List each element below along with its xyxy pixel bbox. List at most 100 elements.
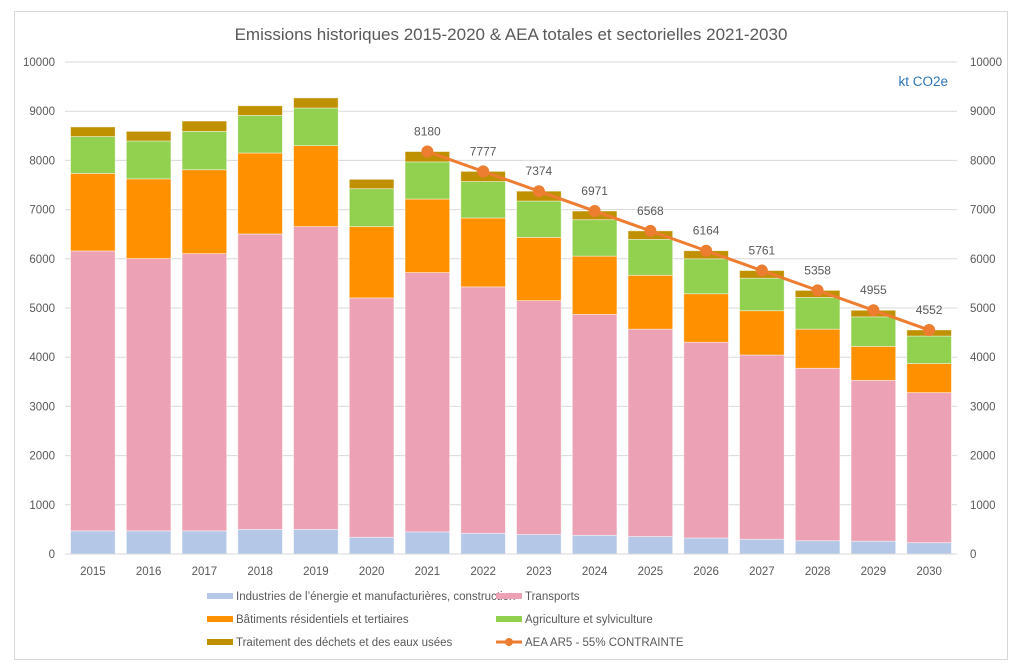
x-tick-label: 2026 <box>693 566 719 578</box>
data-label: 6568 <box>637 204 664 218</box>
bar-segment <box>460 286 506 534</box>
y-tick-label-left: 10000 <box>23 57 55 69</box>
line-series: 8180 7777 7374 6971 6568 6164 5761 5358 4955 4552 <box>414 125 943 337</box>
legend-label: AEA AR5 - 55% CONTRAINTE <box>525 637 684 649</box>
bar-segment <box>571 255 618 315</box>
bar-segment <box>293 145 339 227</box>
y-tick-label-right: 8000 <box>970 155 996 167</box>
bar-segment <box>794 367 841 542</box>
x-tick-label: 2015 <box>80 566 106 578</box>
bar-segment <box>906 335 952 364</box>
line-marker <box>421 145 434 158</box>
bar-segment <box>70 530 116 555</box>
bar-stack-2027 <box>739 270 785 555</box>
bar-segment <box>739 354 785 540</box>
bars <box>70 97 952 555</box>
bar-segment <box>237 233 283 530</box>
bar-stack-2015 <box>70 126 116 555</box>
legend-item: Traitement des déchets et des eaux usées <box>207 637 453 649</box>
bar-segment <box>516 534 562 555</box>
x-tick-label: 2027 <box>749 566 775 578</box>
x-tick-label: 2025 <box>638 566 664 578</box>
y-tick-label-left: 4000 <box>29 352 55 364</box>
y-tick-label-left: 3000 <box>29 401 55 413</box>
bar-stack-2018 <box>237 105 283 555</box>
x-tick-label: 2018 <box>247 566 273 578</box>
bar-stack-2029 <box>850 309 897 555</box>
bar-segment <box>516 200 562 238</box>
bar-segment <box>683 293 729 343</box>
y-tick-label-right: 0 <box>970 549 976 561</box>
bar-stack-2023 <box>516 190 562 555</box>
data-label: 6971 <box>581 184 608 198</box>
bar-segment <box>348 178 395 190</box>
x-tick-label: 2021 <box>415 566 441 578</box>
bar-stack-2025 <box>627 230 674 555</box>
bar-segment <box>850 345 897 381</box>
data-label: 4552 <box>916 303 943 317</box>
y-tick-label-right: 6000 <box>970 254 996 266</box>
bar-segment <box>571 219 618 257</box>
bar-segment <box>181 130 228 171</box>
bar-segment <box>293 226 339 530</box>
y-tick-label-right: 10000 <box>970 57 1002 69</box>
x-tick-label: 2016 <box>136 566 162 578</box>
bar-stack-2016 <box>125 130 172 555</box>
y-tick-label-left: 6000 <box>29 254 55 266</box>
y-axis-left: 0 1000 2000 3000 4000 5000 6000 7000 8000 9000 100… <box>23 57 55 561</box>
y-tick-label-right: 4000 <box>970 352 996 364</box>
bar-segment <box>181 253 228 532</box>
bar-stack-2019 <box>293 97 339 555</box>
bar-segment <box>683 258 729 295</box>
legend-item: Transports <box>496 591 580 603</box>
bar-segment <box>739 310 785 356</box>
line-marker <box>700 244 713 257</box>
legend-label: Transports <box>525 591 580 603</box>
y-tick-label-left: 2000 <box>29 451 55 463</box>
bar-segment <box>627 238 674 276</box>
x-tick-label: 2030 <box>916 566 942 578</box>
bar-segment <box>237 152 283 235</box>
bar-segment <box>460 532 506 555</box>
data-label: 4955 <box>860 283 887 297</box>
legend-swatch <box>207 616 233 622</box>
bar-segment <box>348 188 395 227</box>
y-axis-right: 0 1000 2000 3000 4000 5000 6000 7000 8000 9000 100… <box>970 57 1002 561</box>
data-label: 5761 <box>749 244 776 258</box>
bar-segment <box>906 363 952 394</box>
legend-marker <box>505 638 513 646</box>
legend-item: Industries de l’énergie et manufacturièr… <box>207 591 515 603</box>
x-tick-label: 2028 <box>805 566 831 578</box>
legend-item: AEA AR5 - 55% CONTRAINTE <box>496 637 684 649</box>
legend-label: Agriculture et sylviculture <box>525 614 653 626</box>
x-tick-label: 2017 <box>192 566 218 578</box>
data-label: 6164 <box>693 224 720 238</box>
bar-segment <box>683 537 729 555</box>
x-tick-label: 2023 <box>526 566 552 578</box>
bar-segment <box>70 126 116 137</box>
legend-label: Traitement des déchets et des eaux usées <box>236 637 453 649</box>
bar-segment <box>125 130 172 142</box>
bar-stack-2026 <box>683 250 729 555</box>
legend-swatch <box>207 593 233 599</box>
line-marker <box>588 205 601 218</box>
bar-segment <box>348 297 395 538</box>
y-tick-label-right: 7000 <box>970 205 996 217</box>
bar-segment <box>70 250 116 532</box>
bar-segment <box>70 173 116 252</box>
bar-segment <box>627 536 674 555</box>
x-tick-label: 2022 <box>470 566 496 578</box>
x-tick-label: 2029 <box>861 566 887 578</box>
bar-segment <box>293 529 339 555</box>
bar-segment <box>627 328 674 537</box>
bar-stack-2030 <box>906 329 952 555</box>
x-tick-label: 2020 <box>359 566 385 578</box>
bar-stack-2017 <box>181 120 228 555</box>
y-tick-label-left: 1000 <box>29 500 55 512</box>
bar-segment <box>739 277 785 312</box>
bar-segment <box>906 542 952 555</box>
bar-segment <box>404 531 451 555</box>
y-tick-label-left: 8000 <box>29 155 55 167</box>
bar-stack-2020 <box>348 178 395 555</box>
